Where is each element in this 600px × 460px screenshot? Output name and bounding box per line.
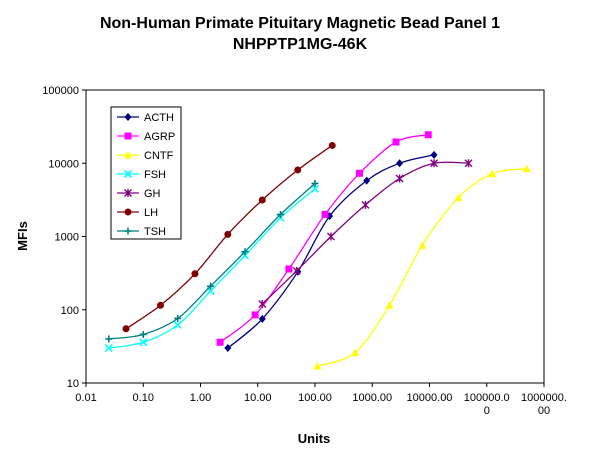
series-cntf <box>313 164 531 370</box>
data-point-cntf <box>313 362 322 370</box>
y-tick-label: 1000 <box>55 232 79 244</box>
data-point-gh <box>430 159 439 168</box>
x-tick-label: 100000.0 <box>464 392 510 404</box>
legend: ACTH AGRP CNTF FSH GH LH TSH <box>110 106 182 240</box>
legend-item-cntf: CNTF <box>117 150 174 162</box>
legend-item-lh: LH <box>117 207 158 219</box>
legend-item-fsh: FSH <box>117 169 166 181</box>
data-point-cntf <box>522 164 531 173</box>
data-point-agrp <box>251 311 259 319</box>
data-point-lh <box>122 325 130 333</box>
y-axis: 10 100 1000 10000 100000 <box>42 85 86 390</box>
chart-subtitle: NHPPTP1MG-46K <box>233 36 368 53</box>
data-point-tsh <box>207 282 215 290</box>
y-tick-label: 100000 <box>42 85 79 97</box>
legend-box <box>110 106 182 240</box>
data-point-cntf <box>418 241 427 249</box>
data-point-cntf <box>385 301 394 309</box>
x-tick-label: 0.10 <box>133 392 154 404</box>
data-point-gh <box>464 159 473 168</box>
legend-label-fsh: FSH <box>144 169 166 181</box>
data-point-agrp <box>356 169 364 177</box>
data-point-tsh <box>241 248 249 256</box>
data-point-acth <box>430 150 438 159</box>
x-tick-label: 10000.00 <box>407 392 453 404</box>
data-point-lh <box>328 141 336 149</box>
data-point-gh <box>395 174 404 183</box>
data-point-lh <box>258 196 266 204</box>
data-point-agrp <box>392 138 400 146</box>
data-point-tsh <box>174 314 182 322</box>
legend-item-gh: GH <box>117 188 161 200</box>
x-tick-label: 1.00 <box>190 392 211 404</box>
data-point-gh <box>258 299 267 308</box>
legend-marker-lh <box>124 208 132 216</box>
y-axis-label: MFIs <box>15 221 30 251</box>
data-point-lh <box>191 270 199 278</box>
data-point-agrp <box>216 338 224 346</box>
data-point-gh <box>292 266 301 275</box>
x-tick-label: 10.00 <box>244 392 272 404</box>
data-point-cntf <box>454 193 463 202</box>
legend-marker-fsh <box>123 169 133 179</box>
data-point-tsh <box>139 330 147 338</box>
data-point-acth <box>396 159 404 168</box>
data-point-tsh <box>277 210 285 218</box>
data-point-agrp <box>321 210 329 218</box>
series-layer <box>104 131 531 370</box>
data-point-tsh <box>311 179 319 187</box>
x-tick-label: 1000.00 <box>352 392 392 404</box>
legend-item-acth: ACTH <box>117 112 174 124</box>
data-point-lh <box>294 166 302 174</box>
y-tick-label: 10000 <box>48 158 79 170</box>
data-point-fsh <box>139 338 148 347</box>
series-lh <box>122 141 336 333</box>
series-tsh <box>105 179 319 343</box>
x-tick-label: 0.01 <box>75 392 96 404</box>
legend-label-tsh: TSH <box>144 226 166 238</box>
legend-label-lh: LH <box>144 207 158 219</box>
legend-label-gh: GH <box>144 188 161 200</box>
x-tick-label: 100.00 <box>298 392 332 404</box>
data-point-lh <box>156 301 164 309</box>
data-point-cntf <box>488 169 497 178</box>
legend-marker-acth <box>124 113 132 121</box>
data-point-acth <box>224 344 232 353</box>
x-axis: 0.01 0.10 1.00 10.00 100.00 1000.00 10000.00 10… <box>75 383 567 417</box>
data-point-agrp <box>424 131 432 139</box>
x-tick-label: 0 <box>484 405 490 417</box>
legend-item-agrp: AGRP <box>117 131 175 143</box>
x-tick-label: 1000000. <box>521 392 567 404</box>
chart-title: Non-Human Primate Pituitary Magnetic Bea… <box>100 15 500 32</box>
y-tick-label: 10 <box>67 378 79 390</box>
data-point-acth <box>258 314 266 323</box>
legend-item-tsh: TSH <box>117 226 166 238</box>
series-agrp <box>216 131 432 346</box>
series-gh <box>258 159 473 308</box>
x-tick-label: 00 <box>538 405 550 417</box>
legend-marker-agrp <box>124 132 132 140</box>
legend-label-agrp: AGRP <box>144 131 175 143</box>
legend-label-acth: ACTH <box>144 112 174 124</box>
y-tick-label: 100 <box>61 305 79 317</box>
data-point-acth <box>363 176 371 185</box>
data-point-fsh <box>104 343 113 353</box>
data-point-fsh <box>173 320 182 330</box>
legend-marker-gh <box>124 189 132 197</box>
x-axis-label: Units <box>298 431 331 446</box>
legend-marker-cntf <box>124 151 132 159</box>
data-point-tsh <box>105 335 113 343</box>
legend-label-cntf: CNTF <box>144 150 174 162</box>
data-point-gh <box>361 200 370 209</box>
data-point-cntf <box>351 348 360 357</box>
legend-marker-tsh <box>124 227 132 235</box>
data-point-gh <box>326 232 335 241</box>
data-point-lh <box>224 230 232 238</box>
data-point-agrp <box>285 265 293 273</box>
